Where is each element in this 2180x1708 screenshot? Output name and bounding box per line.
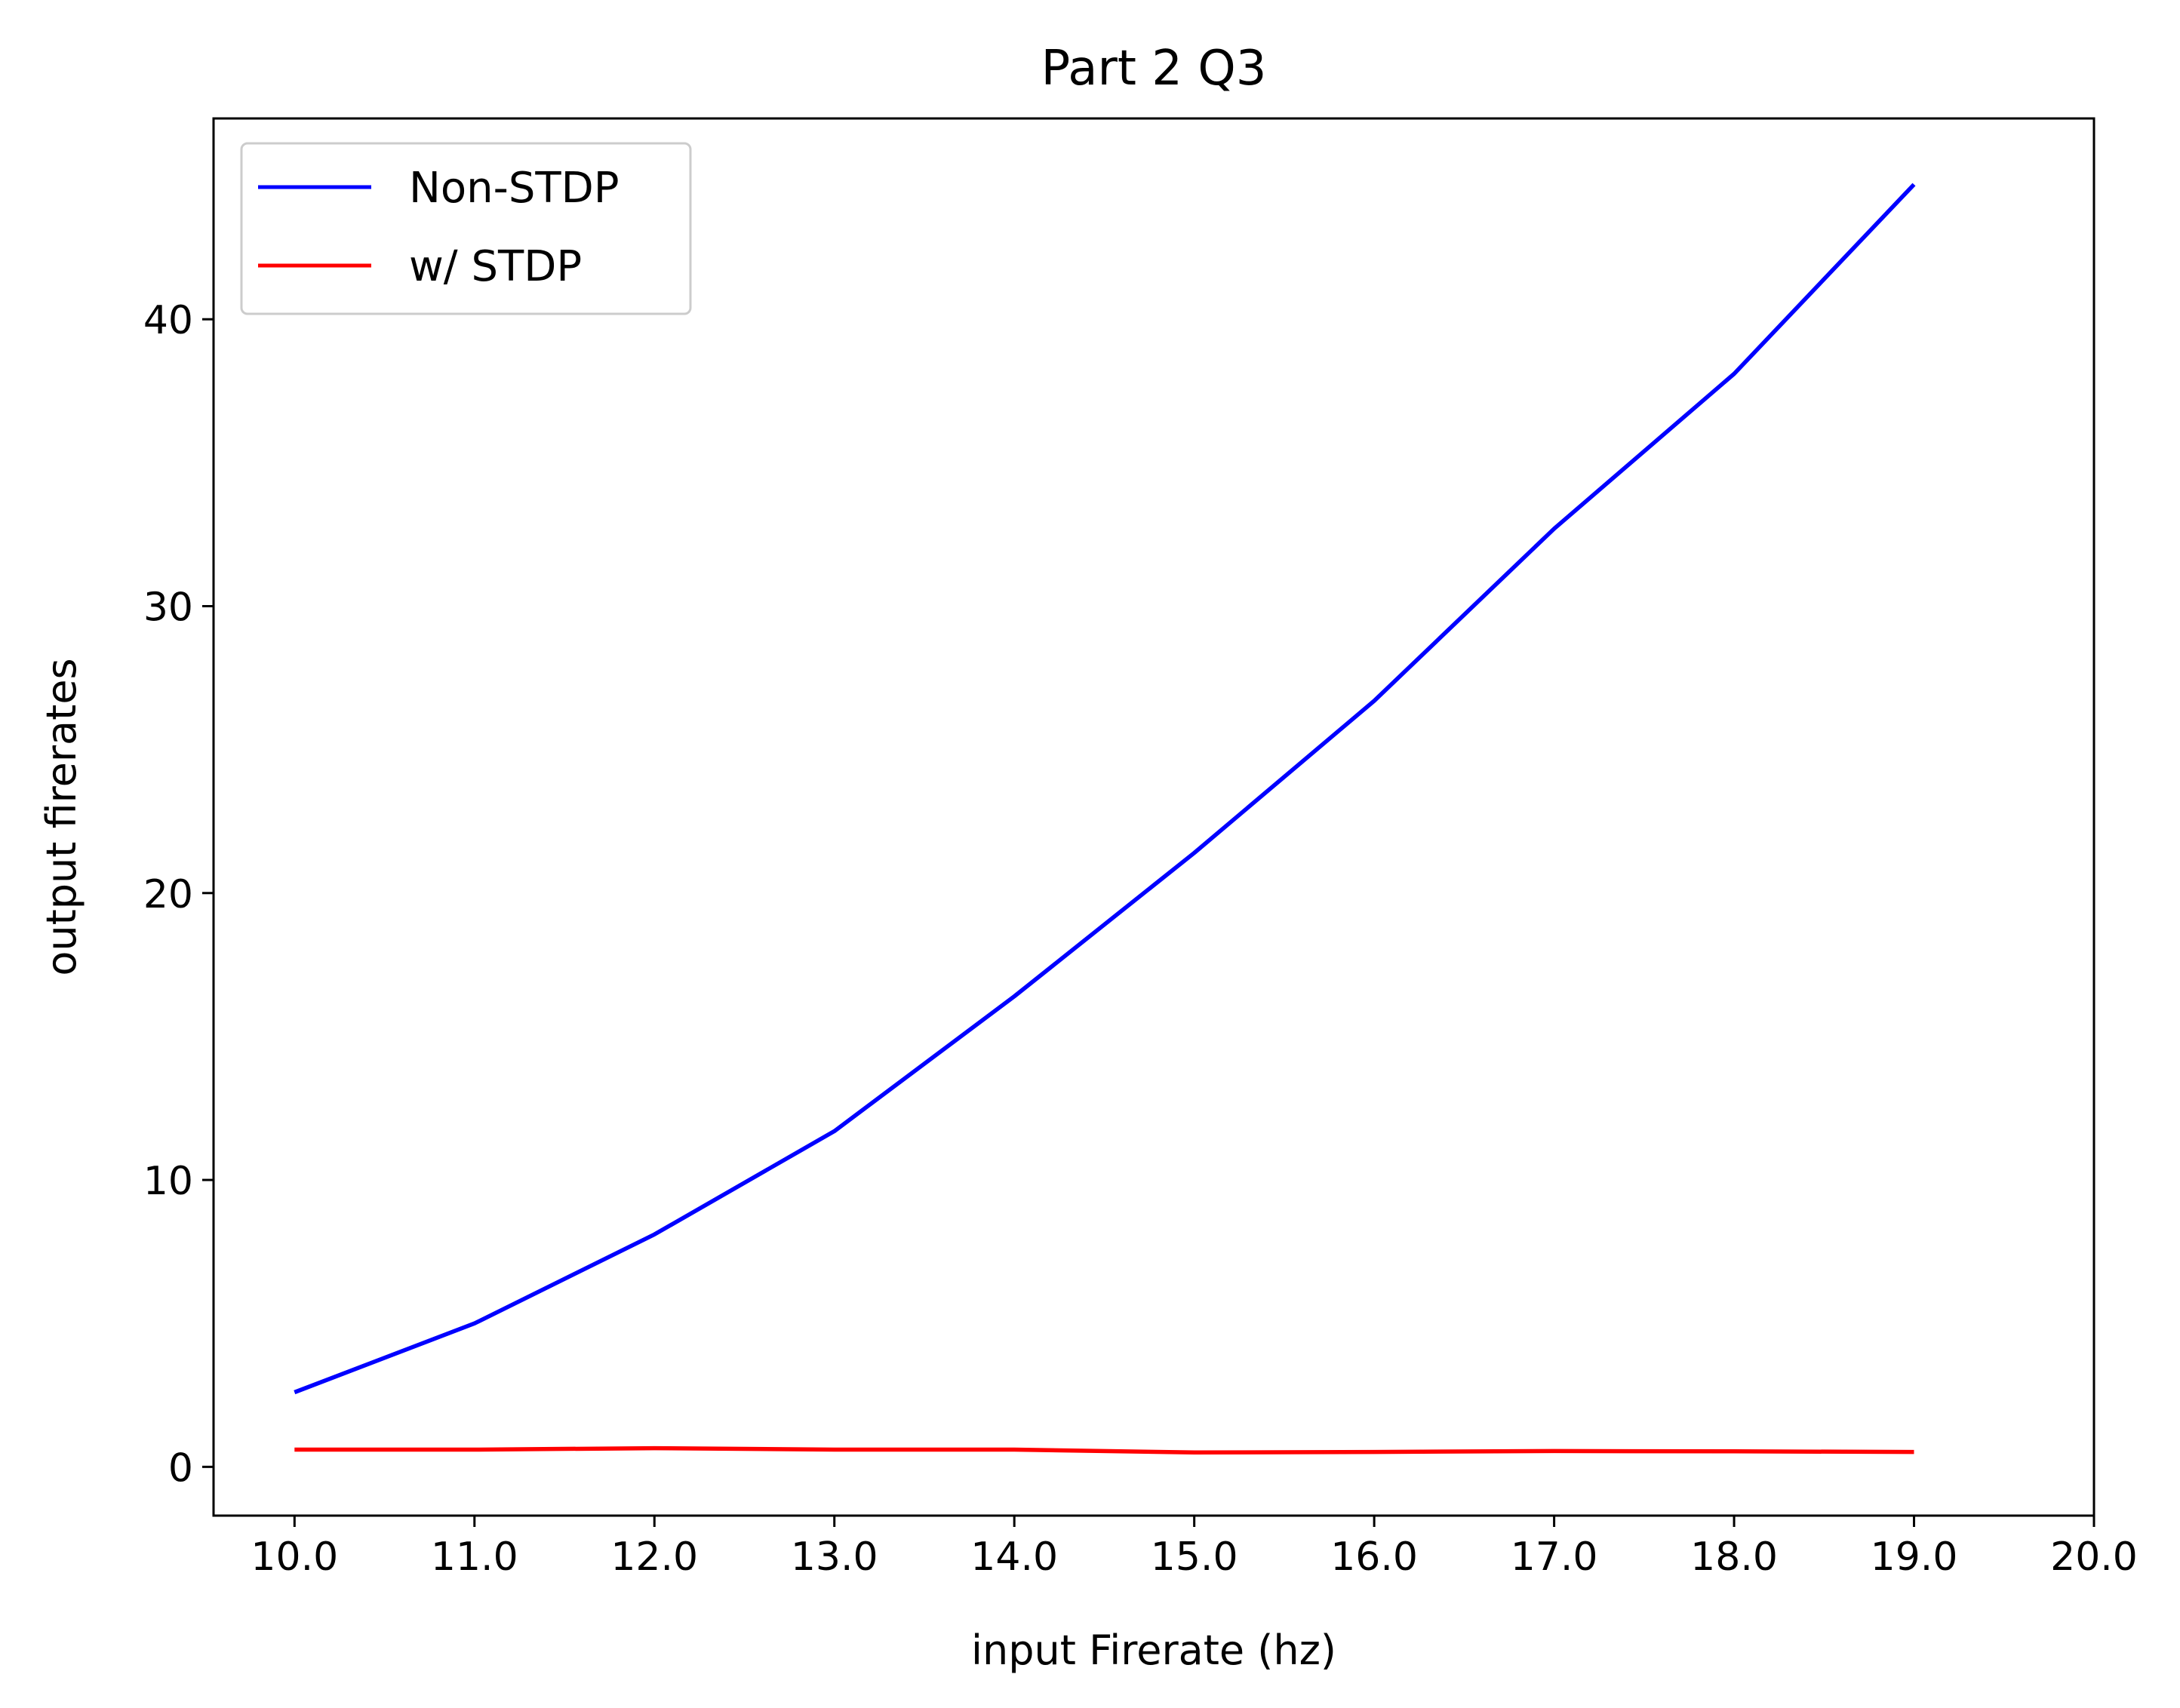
y-tick-label: 10 <box>143 1159 193 1204</box>
y-axis-label: output firerates <box>38 658 85 975</box>
y-axis-ticks: 0 10 20 30 40 <box>143 298 214 1491</box>
x-tick-label: 12.0 <box>610 1534 698 1580</box>
x-tick-label: 15.0 <box>1151 1534 1238 1580</box>
series-layer <box>294 183 1916 1455</box>
x-tick-label: 17.0 <box>1511 1534 1598 1580</box>
x-axis-label: input Firerate (hz) <box>971 1627 1336 1674</box>
chart-title: Part 2 Q3 <box>1041 41 1267 97</box>
x-tick-label: 10.0 <box>251 1534 338 1580</box>
x-tick-label: 11.0 <box>431 1534 518 1580</box>
legend-label-w-stdp: w/ STDP <box>409 242 582 291</box>
series-line-non-stdp <box>294 183 1916 1395</box>
series-line-w-stdp <box>294 1445 1914 1455</box>
x-tick-label: 13.0 <box>791 1534 878 1580</box>
legend: Non-STDP w/ STDP <box>240 142 692 315</box>
x-tick-label: 16.0 <box>1330 1534 1418 1580</box>
legend-label-non-stdp: Non-STDP <box>409 164 620 213</box>
x-tick-label: 14.0 <box>970 1534 1058 1580</box>
y-tick-label: 40 <box>143 298 193 343</box>
x-tick-label: 20.0 <box>2050 1534 2138 1580</box>
x-axis-ticks: 10.0 11.0 12.0 13.0 14.0 15.0 16.0 17.0 18.0 19.0… <box>251 1516 2138 1580</box>
x-tick-label: 18.0 <box>1690 1534 1778 1580</box>
y-tick-label: 30 <box>143 585 193 630</box>
plot-frame <box>212 117 2095 1517</box>
y-tick-label: 0 <box>168 1445 193 1491</box>
y-tick-label: 20 <box>143 872 193 917</box>
x-tick-label: 19.0 <box>1871 1534 1958 1580</box>
